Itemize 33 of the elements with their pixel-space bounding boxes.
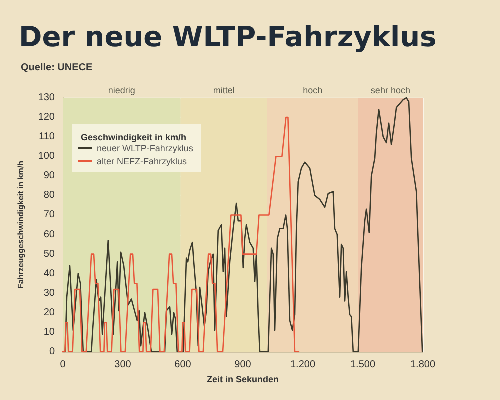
x-tick-label: 1.200 (290, 360, 316, 370)
x-axis-title: Zeit in Sekunden (206, 374, 280, 384)
band-label: sehr hoch (370, 86, 410, 96)
x-tick-label: 1.800 (410, 360, 436, 370)
source-note: Quelle: UNECE (21, 62, 94, 74)
y-tick-label: 70 (44, 210, 56, 221)
band-label: mittel (213, 86, 235, 96)
line-series (62, 116, 300, 353)
y-tick-label: 110 (39, 132, 56, 143)
y-tick-label: 60 (44, 229, 56, 240)
y-tick-label: 40 (44, 268, 56, 280)
x-tick-label: 1.500 (350, 360, 376, 370)
y-tick-label: 80 (44, 190, 56, 202)
band-label: niedrig (108, 86, 136, 96)
legend-label: alter NEFZ-Fahrzyklus (97, 156, 188, 166)
y-tick-label: 130 (38, 92, 56, 104)
y-axis-title: Fahrzeuggeschwindigkeit in km/h (16, 160, 26, 290)
y-tick-label: 0 (49, 346, 56, 358)
chart-title: Der neue WLTP-Fahrzyklus (19, 20, 437, 54)
x-tick-label: 900 (234, 360, 252, 370)
y-tick-label: 50 (44, 248, 56, 260)
y-tick-label: 10 (44, 326, 56, 338)
band-label: hoch (303, 86, 323, 96)
y-tick-label: 20 (44, 307, 56, 318)
legend-label: neuer WLTP-Fahrzyklus (97, 144, 194, 154)
x-tick-label: 600 (174, 360, 192, 370)
x-tick-label: 300 (114, 360, 132, 370)
legend-title: Geschwindigkeit in km/h (81, 132, 187, 142)
y-tick-label: 100 (38, 151, 56, 162)
x-tick-label: 0 (60, 360, 66, 370)
y-tick-label: 30 (44, 288, 56, 299)
y-tick-label: 120 (38, 112, 56, 124)
y-tick-label: 90 (44, 170, 56, 182)
